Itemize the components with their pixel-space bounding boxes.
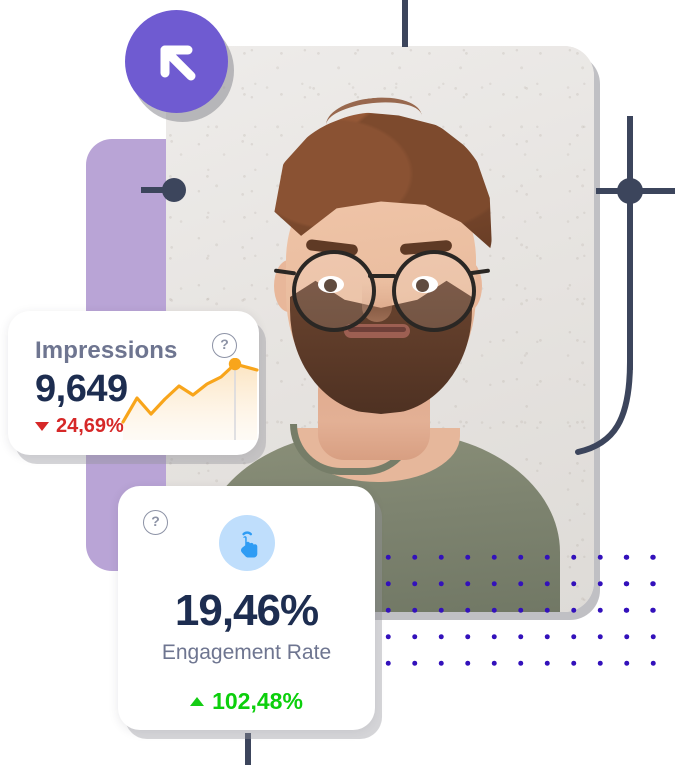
question-mark-icon[interactable]: ? [143,510,168,535]
portrait-photo-card [166,46,594,612]
portrait-illustration [166,46,594,612]
engagement-delta-value: 102,48% [212,688,303,714]
mouth [344,324,410,338]
trend-down-icon [35,422,49,431]
glasses-temple-right [467,268,491,276]
impressions-metric-card[interactable]: ? Impressions 9,649 24,69% [8,311,259,455]
sparkline-line [121,362,259,424]
engagement-delta: 102,48% [118,688,375,715]
impressions-sparkline-chart [121,358,259,440]
engagement-value: 19,46% [174,586,319,635]
impressions-delta-value: 24,69% [56,415,124,437]
trend-up-icon [190,697,205,706]
impressions-delta: 24,69% [35,415,124,438]
eyeglasses [273,250,491,332]
lens-right [392,250,476,332]
question-mark-icon[interactable]: ? [212,333,237,358]
sparkline-marker [228,358,242,371]
tap-gesture-icon-wrapper [218,515,275,571]
engagement-metric-card[interactable]: ? 19,46% Engagement Rate 102,48% [118,486,375,730]
tap-gesture-icon [240,531,257,558]
lens-left [292,250,376,332]
arrow-up-left-icon [160,45,196,81]
decorative-dot-grid [372,541,664,677]
impressions-value: 9,649 [35,368,128,410]
right-node-dot [617,178,643,204]
impressions-title: Impressions [35,337,178,364]
engagement-label: Engagement Rate [161,641,332,664]
arrow-badge[interactable] [125,10,228,113]
sparkline-area [123,364,257,440]
glasses-bridge [368,274,396,278]
glasses-temple-left [273,268,297,276]
